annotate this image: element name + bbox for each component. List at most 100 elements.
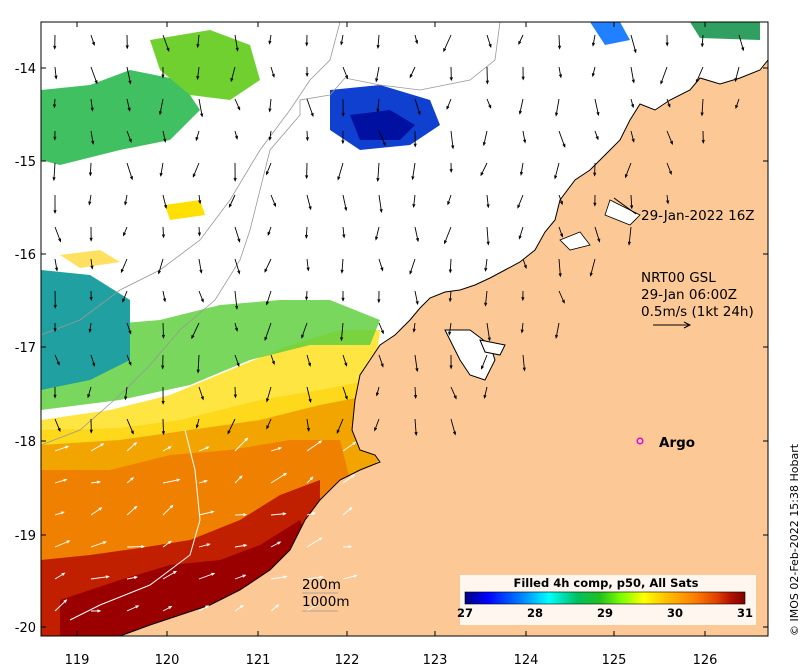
- current-vector-head: [305, 137, 309, 142]
- current-vector-head: [735, 104, 739, 110]
- current-vector: [409, 258, 416, 274]
- current-vector-head: [63, 478, 68, 482]
- current-vector-head: [666, 200, 670, 205]
- current-vector-head: [669, 140, 673, 145]
- current-vector-head: [268, 136, 272, 141]
- current-vector-head: [448, 298, 452, 303]
- current-vector-head: [409, 270, 413, 275]
- current-vector: [558, 258, 561, 277]
- current-vector: [342, 575, 357, 580]
- current-vector: [378, 258, 384, 271]
- current-vector-head: [195, 136, 199, 142]
- current-vector-head: [301, 334, 305, 339]
- current-vector-head: [351, 474, 356, 478]
- current-vector-head: [341, 140, 345, 145]
- current-vector: [198, 258, 202, 273]
- current-vector: [738, 34, 744, 51]
- argo-float-marker: [636, 437, 644, 445]
- current-vector: [484, 290, 488, 306]
- current-vector: [54, 258, 58, 271]
- current-vector-head: [481, 365, 484, 370]
- current-vector-head: [161, 400, 165, 405]
- current-vector: [198, 511, 214, 516]
- current-vector: [90, 34, 95, 46]
- current-vector-head: [200, 298, 204, 303]
- current-vector: [234, 34, 239, 51]
- current-vector-head: [305, 175, 309, 180]
- lon-tick-label: 120: [155, 653, 180, 668]
- current-vector-head: [266, 425, 270, 430]
- current-vector-head: [243, 544, 248, 548]
- current-vector: [481, 354, 488, 369]
- current-vector-head: [379, 208, 383, 214]
- current-vector-head: [161, 74, 165, 79]
- current-vector-head: [453, 431, 457, 436]
- current-vector: [198, 194, 201, 204]
- current-vector: [120, 258, 128, 273]
- current-vector: [628, 226, 632, 245]
- current-vector-head: [340, 41, 344, 46]
- current-vector-head: [53, 45, 57, 50]
- current-vector-head: [102, 541, 107, 545]
- current-vector-head: [124, 396, 128, 401]
- current-vector-head: [206, 543, 211, 547]
- current-vector-head: [409, 74, 413, 79]
- sst-yellow-band: [41, 330, 380, 445]
- current-vector-head: [273, 202, 276, 208]
- current-vector: [162, 34, 170, 51]
- current-vector: [267, 226, 272, 235]
- current-vector: [227, 418, 236, 434]
- current-vector-head: [161, 234, 166, 239]
- current-vector-head: [415, 367, 419, 373]
- current-vector: [126, 322, 132, 334]
- current-vector: [191, 322, 200, 339]
- current-vector-head: [480, 172, 484, 177]
- current-vector-head: [376, 177, 380, 183]
- current-scale-label: 0.5m/s (1kt 24h): [641, 304, 754, 320]
- current-vector-head: [449, 76, 453, 82]
- current-vector-head: [282, 512, 287, 516]
- current-vector: [126, 130, 132, 142]
- current-vector-head: [631, 104, 635, 109]
- current-vector: [413, 322, 416, 332]
- current-vector: [234, 475, 243, 484]
- coastline-date-label: 29-Jan-2022 16Z: [641, 208, 755, 224]
- current-vector: [374, 418, 380, 431]
- current-vector-head: [122, 298, 126, 303]
- current-vector: [666, 162, 672, 175]
- current-vector-head: [200, 113, 204, 118]
- current-vector-head: [56, 361, 60, 366]
- current-vector: [630, 98, 634, 108]
- current-vector-head: [555, 112, 559, 117]
- current-vector: [53, 162, 56, 181]
- current-vector-head: [53, 304, 57, 309]
- current-vector-head: [518, 110, 522, 115]
- current-vector-head: [523, 264, 527, 269]
- current-vector: [594, 130, 599, 140]
- current-vector-head: [211, 572, 216, 576]
- lon-tick-label: 121: [246, 653, 271, 668]
- current-vector: [87, 386, 92, 398]
- current-vector-head: [233, 177, 237, 182]
- current-vector-head: [597, 238, 601, 243]
- current-vector: [701, 98, 704, 116]
- current-vector-head: [163, 138, 167, 143]
- colorbar-title: Filled 4h comp, p50, All Sats: [514, 576, 699, 590]
- current-vector: [450, 386, 457, 399]
- current-vector-head: [412, 328, 416, 333]
- current-vector: [518, 226, 524, 239]
- colorbar-gradient: [464, 591, 746, 605]
- current-vector-head: [483, 394, 487, 400]
- current-vector-head: [305, 72, 309, 78]
- current-vector: [450, 418, 456, 435]
- current-vector-head: [169, 504, 174, 509]
- current-vector-head: [559, 201, 563, 206]
- current-vector: [126, 477, 134, 484]
- current-vector-head: [486, 241, 490, 246]
- current-vector-head: [133, 441, 138, 446]
- current-vector-head: [58, 238, 62, 243]
- current-vector: [301, 322, 308, 338]
- current-vector: [306, 603, 319, 612]
- lat-tick-label: -19: [15, 529, 36, 544]
- current-vector: [89, 322, 92, 332]
